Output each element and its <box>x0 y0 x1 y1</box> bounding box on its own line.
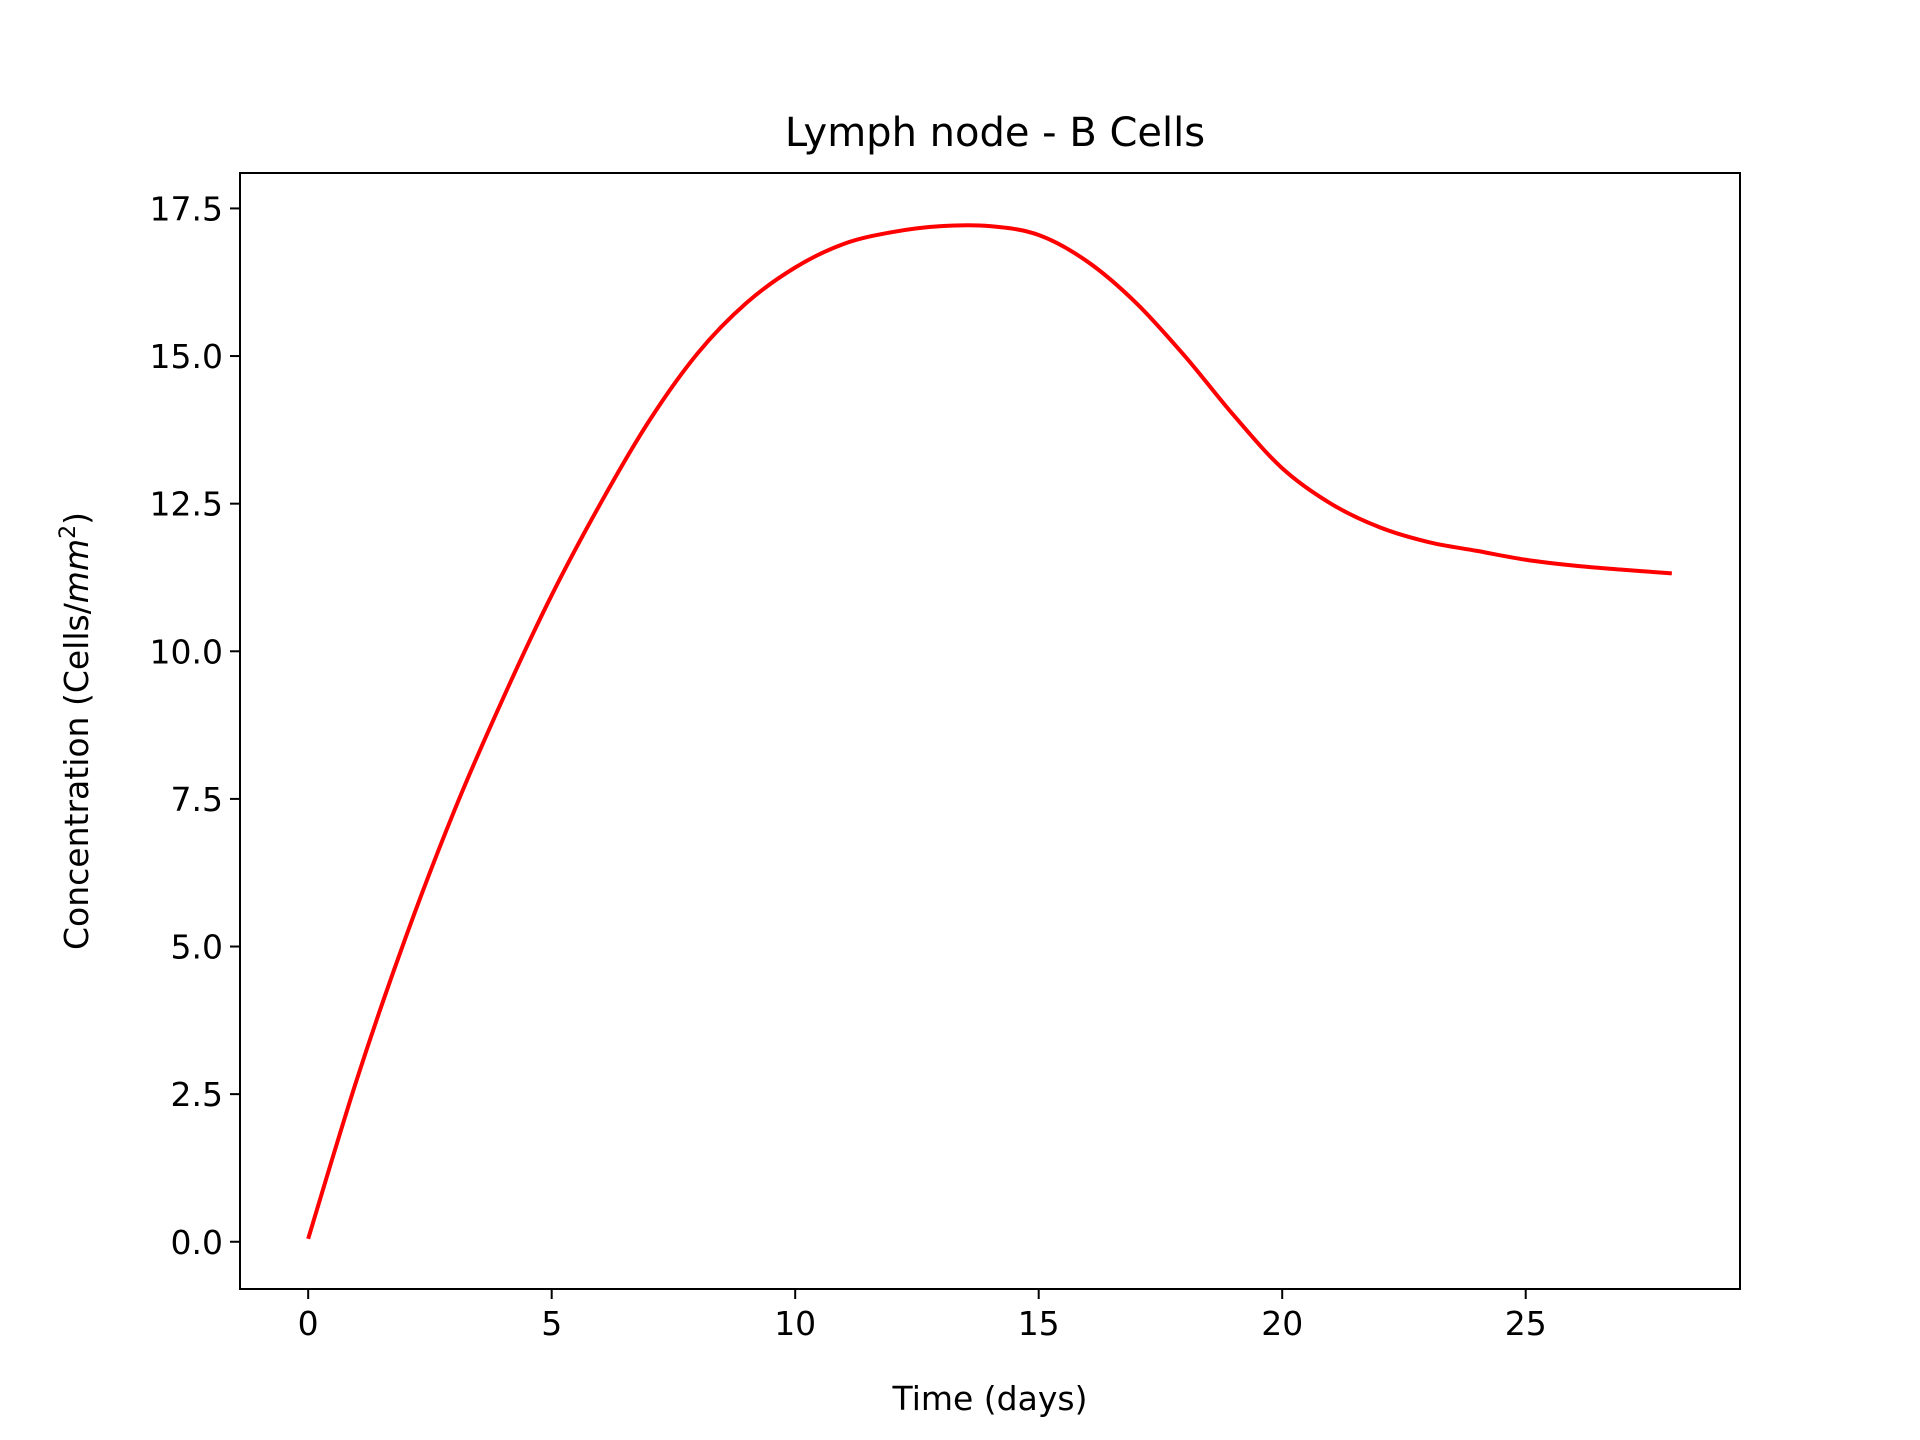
series-layer <box>306 223 1672 1240</box>
series-line <box>306 223 1672 1240</box>
x-axis-label: Time (days) <box>892 1379 1088 1418</box>
x-tick-label: 5 <box>541 1304 562 1343</box>
y-axis-label-exponent: 2 <box>56 525 81 539</box>
y-axis-label-main: Concentration (Cells/ <box>57 602 96 950</box>
y-tick-label: 0.0 <box>171 1223 223 1262</box>
x-tick-label: 15 <box>1018 1304 1060 1343</box>
y-tick-label: 2.5 <box>171 1075 223 1114</box>
chart-title: Lymph node - B Cells <box>785 110 1205 156</box>
x-tick-label: 10 <box>774 1304 816 1343</box>
x-tick-label: 0 <box>298 1304 319 1343</box>
y-axis: 0.0 2.5 5.0 7.5 10.0 12.5 15.0 17.5 <box>150 189 240 1262</box>
y-axis-label-close: ) <box>57 512 96 525</box>
y-tick-label: 10.0 <box>150 632 223 671</box>
y-axis-label: Concentration (Cells/mm2) <box>56 512 96 950</box>
y-tick-label: 5.0 <box>171 928 223 967</box>
x-tick-label: 25 <box>1505 1304 1547 1343</box>
y-tick-label: 12.5 <box>150 485 223 524</box>
x-tick-label: 20 <box>1261 1304 1303 1343</box>
x-axis: 0 5 10 15 20 25 <box>298 1289 1547 1343</box>
y-tick-label: 15.0 <box>150 337 223 376</box>
y-axis-label-unit: mm <box>57 539 96 603</box>
y-tick-label: 7.5 <box>171 780 223 819</box>
plot-frame <box>239 172 1741 1290</box>
y-tick-label: 17.5 <box>150 189 223 228</box>
